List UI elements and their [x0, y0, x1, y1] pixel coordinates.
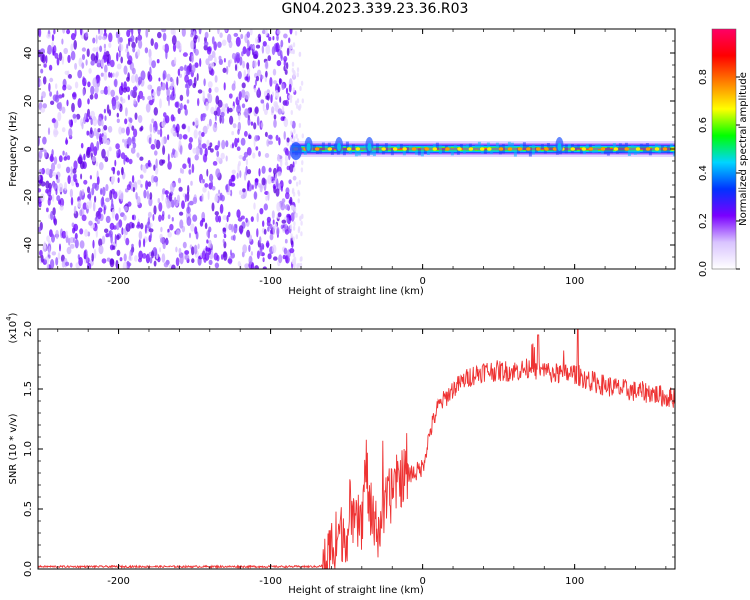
chart-title: GN04.2023.339.23.36.R03 — [281, 1, 469, 17]
snr-x-ticks: -200 -100 0 100 — [57, 329, 667, 587]
colorbar-tick-label: 0.4 — [698, 165, 709, 181]
colorbar-tick-label: 0.8 — [698, 69, 709, 85]
noise-region — [38, 29, 304, 269]
snr-x-label: Height of straight line (km) — [288, 585, 424, 596]
snr-multiplier: (x104) — [5, 312, 19, 343]
spectrogram-x-ticks: -200 -100 0 100 — [57, 29, 667, 287]
spectrogram-y-label: Frequency (Hz) — [8, 111, 19, 187]
snr-x-tick-label: 100 — [565, 576, 584, 587]
colorbar-frame — [711, 28, 737, 270]
snr-panel: -200 -100 0 100 0.0 0.5 1.0 1.5 2.0 Height of s… — [5, 312, 676, 596]
colorbar-tick-label: 0.2 — [698, 213, 709, 229]
colorbar: 0.0 0.2 0.4 0.6 0.8 Normalized spectral ampl… — [698, 28, 749, 277]
spectrogram-y-tick-label: -20 — [23, 189, 34, 205]
snr-y-tick-label: 0.0 — [23, 561, 34, 577]
spectrogram-y-tick-label: 20 — [23, 95, 34, 108]
spectrogram-y-tick-label: 40 — [23, 47, 34, 60]
spectrogram-x-tick-label: 0 — [419, 276, 425, 287]
snr-y-label: SNR (10 * v/v) — [8, 413, 19, 484]
colorbar-tick-label: 0.6 — [698, 117, 709, 133]
snr-x-tick-label: 0 — [419, 576, 425, 587]
spectrogram-y-ticks: -40 -20 0 20 40 — [23, 28, 675, 270]
snr-y-tick-label: 2.0 — [23, 321, 34, 337]
snr-x-tick-label: -200 — [107, 576, 130, 587]
snr-x-tick-label: -100 — [259, 576, 282, 587]
snr-y-tick-label: 1.0 — [23, 441, 34, 457]
colorbar-label: Normalized spectral amplitude — [738, 72, 749, 226]
spectrogram-x-label: Height of straight line (km) — [288, 286, 424, 297]
snr-y-tick-label: 0.5 — [23, 501, 34, 517]
spectrogram-y-tick-label: 0 — [23, 146, 34, 152]
spectrogram-y-tick-label: -40 — [23, 237, 34, 253]
spectrogram-x-tick-label: -200 — [107, 276, 130, 287]
snr-y-tick-label: 1.5 — [23, 381, 34, 397]
snr-line-group — [38, 329, 675, 569]
spectrogram-x-tick-label: 100 — [565, 276, 584, 287]
signal-band — [289, 137, 675, 160]
snr-y-ticks: 0.0 0.5 1.0 1.5 2.0 — [23, 321, 675, 577]
snr-frame — [37, 328, 676, 570]
snr-series-line — [38, 329, 675, 569]
colorbar-gradient — [712, 29, 736, 269]
colorbar-ticks: 0.0 0.2 0.4 0.6 0.8 — [698, 69, 740, 277]
spectrogram-x-tick-label: -100 — [259, 276, 282, 287]
colorbar-tick-label: 0.0 — [698, 261, 709, 277]
